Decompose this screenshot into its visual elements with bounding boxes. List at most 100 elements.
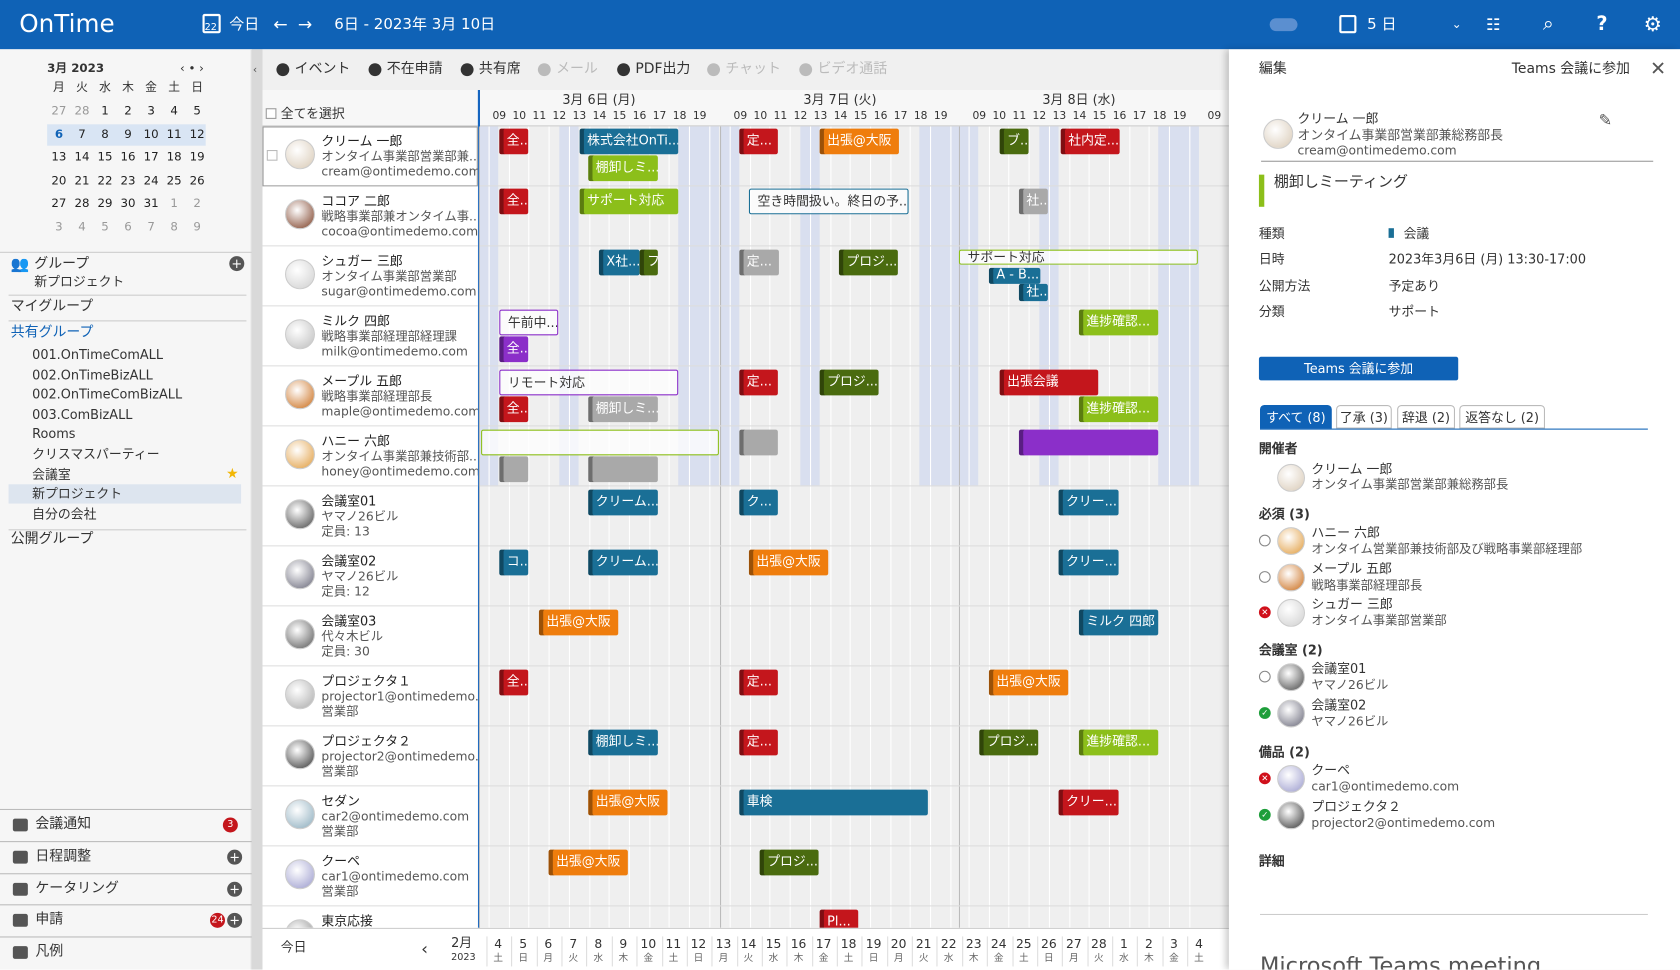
mini-cal-day[interactable]: 2 [124,103,132,118]
toolbar-button[interactable]: 共有席 [478,61,521,78]
event[interactable]: 全.. [499,336,529,363]
event[interactable]: 出張@大阪 [538,609,619,636]
event[interactable]: フ [639,249,658,276]
help-button[interactable]: ? [1596,12,1608,36]
shared-group-item[interactable]: 会議室 [32,466,71,482]
mini-cal-day[interactable]: 26 [189,173,205,188]
timeline-day[interactable]: 2 [1145,936,1153,952]
nav-add[interactable]: + [227,881,243,897]
event[interactable]: サポート対応 [958,249,1198,265]
mini-cal-day[interactable]: 16 [120,150,136,165]
mini-cal-day[interactable]: 7 [78,127,86,141]
tab[interactable]: 了承 (3) [1336,405,1392,429]
toolbar-button[interactable]: イベント [294,61,351,78]
event[interactable] [481,429,719,456]
timeline-day[interactable]: 23 [965,936,982,952]
mini-cal-day[interactable]: 20 [51,173,67,188]
timeline-day[interactable]: 8 [594,936,603,952]
row-name[interactable]: 会議室02 [321,553,377,569]
row-name[interactable]: 会議室01 [321,493,377,509]
row-name[interactable]: シュガー 三郎 [321,253,403,269]
mini-cal-day[interactable]: 14 [74,150,90,165]
mini-cal-day[interactable]: 9 [193,219,201,234]
event[interactable]: 社.. [1018,283,1048,302]
shared-group-item[interactable]: 自分の会社 [32,506,97,522]
tab[interactable]: 辞退 (2) [1397,405,1456,429]
mini-cal-day[interactable]: 12 [189,127,205,141]
timeline-day[interactable]: 4 [1195,936,1203,952]
event[interactable]: 定... [739,128,778,155]
event[interactable]: クリー... [1058,789,1119,816]
settings-button[interactable]: ⚙ [1643,12,1662,37]
row-name[interactable]: ハニー 六郎 [321,433,390,449]
shared-group-item[interactable]: 003.ComBizALL [32,406,133,422]
timeline-day[interactable]: 9 [619,936,628,952]
settings-list[interactable]: ☷ [1486,15,1501,35]
mini-cal-day[interactable]: 1 [170,196,178,211]
event[interactable]: 全.. [499,128,529,155]
event[interactable]: クリー... [1058,549,1119,576]
event[interactable]: 出張@大阪 [548,849,628,876]
timeline-day[interactable]: 16 [790,936,807,952]
event[interactable]: クリー... [1058,489,1119,516]
row-name[interactable]: クリーム 一郎 [321,133,403,149]
event[interactable]: 出張会議 [999,369,1099,396]
event[interactable]: Pl... [819,909,859,928]
mini-cal-day[interactable]: 17 [143,150,159,165]
mini-cal-day[interactable]: 2 [193,196,201,211]
search-button[interactable]: ⌕ [1542,12,1554,36]
event[interactable]: 進捗確認... [1078,729,1159,756]
mini-cal-day[interactable]: 4 [78,219,86,234]
mini-cal-day[interactable]: 8 [170,219,178,234]
event[interactable]: A - B... [988,267,1041,284]
event[interactable]: 棚卸しミ... [588,155,658,182]
event[interactable]: 棚卸しミ... [588,396,658,423]
timeline-day[interactable]: 4 [494,936,503,952]
event[interactable]: 出張@大阪 [748,549,829,576]
mini-cal-day[interactable]: 6 [54,127,64,141]
timeline-day[interactable]: 14 [740,936,757,952]
event[interactable] [588,456,658,483]
toolbar-button[interactable]: 不在申請 [386,61,443,78]
event[interactable]: 全.. [499,188,529,215]
event[interactable] [499,456,529,483]
event[interactable]: プロジ... [838,249,898,276]
nav-item[interactable]: ケータリング [35,880,119,897]
mini-cal-nav[interactable]: ‹ • › [180,61,204,76]
mini-cal-day[interactable]: 27 [51,196,67,211]
timeline-day[interactable]: 12 [690,936,707,952]
mini-cal-day[interactable]: 7 [147,219,155,234]
event[interactable]: 全.. [499,669,529,696]
mini-cal-day[interactable]: 24 [143,173,159,188]
shared-group-item[interactable]: Rooms [32,426,76,442]
event[interactable]: リモート対応 [499,369,679,396]
row-name[interactable]: 会議室03 [321,613,377,629]
timeline-day[interactable]: 13 [715,936,732,952]
timeline-today[interactable]: 今日 [280,939,307,955]
nav-item[interactable]: 日程調整 [35,848,92,865]
next-button[interactable]: → [297,13,313,35]
mini-cal-day[interactable]: 21 [74,173,90,188]
timeline-day[interactable]: 25 [1015,936,1032,952]
timeline-day[interactable]: 22 [940,936,957,952]
event[interactable]: 定... [739,669,778,696]
timeline-day[interactable]: 24 [990,936,1007,952]
row-name[interactable]: プロジェクタ２ [321,733,411,749]
row-name[interactable]: ミルク 四郎 [321,313,390,329]
event[interactable]: 空き時間扱い。終日の予... [748,188,909,215]
mini-cal-day[interactable]: 3 [147,103,155,118]
panel-edit[interactable]: 編集 [1258,61,1287,78]
mini-cal-day[interactable]: 29 [97,196,113,211]
mini-cal-day[interactable]: 19 [189,150,205,165]
event[interactable]: 出張@大阪 [819,128,899,155]
shared-group-item[interactable]: 001.OnTimeComALL [32,347,164,363]
event[interactable]: ブ.. [999,128,1029,155]
add-group[interactable]: + [229,256,245,272]
view-select[interactable]: 5 日 [1367,16,1397,34]
event[interactable]: クリーム... [588,549,658,576]
mini-cal-day[interactable]: 31 [143,196,159,211]
timeline-day[interactable]: 28 [1091,936,1107,952]
shared-group-item[interactable]: 002.OnTimeComBizALL [32,386,183,402]
shared-group-item[interactable]: 新プロジェクト [32,486,123,502]
mini-cal-day[interactable]: 23 [120,173,136,188]
